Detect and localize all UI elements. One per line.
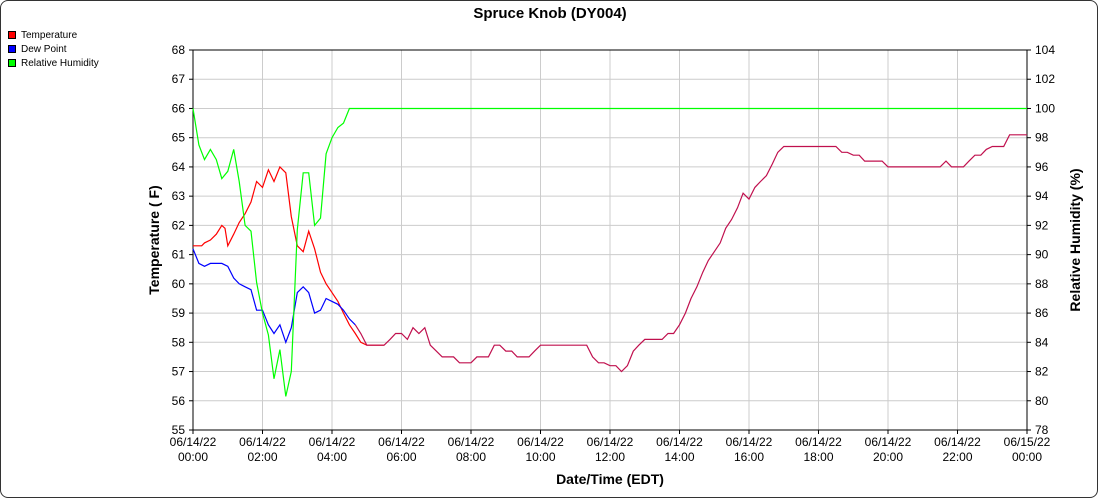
plot-area-border [192, 49, 1028, 431]
x-tick-label-date: 06/14/22 [517, 435, 564, 449]
x-tick-label-time: 18:00 [803, 450, 833, 464]
y-tick-label: 66 [172, 101, 186, 115]
x-tick-label-time: 00:00 [1012, 450, 1042, 464]
y2-tick-label: 94 [1035, 189, 1049, 203]
y2-tick-label: 92 [1035, 218, 1049, 232]
y-tick-label: 62 [172, 218, 186, 232]
y2-tick-label: 96 [1035, 160, 1049, 174]
x-tick-label-time: 08:00 [456, 450, 486, 464]
y-tick-label: 55 [172, 423, 186, 437]
y2-tick-label: 86 [1035, 306, 1049, 320]
x-axis-title: Date/Time (EDT) [556, 471, 664, 487]
y2-axis-title: Relative Humidity (%) [1067, 168, 1083, 311]
x-tick-label-time: 06:00 [386, 450, 416, 464]
x-tick-label-date: 06/14/22 [378, 435, 425, 449]
y-tick-label: 57 [172, 365, 186, 379]
y2-tick-label: 102 [1035, 72, 1055, 86]
y-tick-label: 58 [172, 335, 186, 349]
y2-tick-label: 100 [1035, 101, 1055, 115]
y2-tick-label: 78 [1035, 423, 1049, 437]
x-tick-label-time: 20:00 [873, 450, 903, 464]
y2-tick-label: 98 [1035, 131, 1049, 145]
x-tick-label-date: 06/14/22 [448, 435, 495, 449]
x-tick-label-date: 06/14/22 [726, 435, 773, 449]
legend-label-dew-point: Dew Point [21, 43, 67, 55]
x-tick-label-date: 06/14/22 [309, 435, 356, 449]
y-tick-label: 65 [172, 131, 186, 145]
series-line-relative-humidity [192, 107, 1027, 397]
y2-tick-label: 82 [1035, 365, 1049, 379]
x-tick-label-date: 06/14/22 [239, 435, 286, 449]
y2-tick-label: 88 [1035, 277, 1049, 291]
y2-tick-label: 90 [1035, 248, 1049, 262]
x-tick-label-time: 02:00 [247, 450, 277, 464]
legend-label-relative-humidity: Relative Humidity [21, 57, 99, 69]
legend-item-temperature: Temperature [8, 28, 99, 42]
y-tick-label: 63 [172, 189, 186, 203]
x-tick-label-time: 04:00 [317, 450, 347, 464]
legend-swatch-temperature [8, 31, 16, 39]
x-tick-label-date: 06/14/22 [587, 435, 634, 449]
series-line-dew-point [192, 248, 356, 345]
x-tick-label-time: 00:00 [178, 450, 208, 464]
chart-title: Spruce Knob (DY004) [473, 5, 627, 22]
y-tick-label: 60 [172, 277, 186, 291]
x-tick-label-time: 16:00 [734, 450, 764, 464]
series-line-temperature-dew-point-overlapping [354, 134, 1027, 373]
y-axis-title: Temperature ( F) [146, 185, 162, 294]
y-tick-label: 56 [172, 394, 186, 408]
x-tick-label-time: 10:00 [525, 450, 555, 464]
x-tick-label-time: 22:00 [942, 450, 972, 464]
y-tick-label: 68 [172, 43, 186, 57]
legend: Temperature Dew Point Relative Humidity [8, 28, 99, 70]
x-tick-label-date: 06/14/22 [934, 435, 981, 449]
x-tick-label-time: 14:00 [664, 450, 694, 464]
x-tick-label-time: 12:00 [595, 450, 625, 464]
y-tick-label: 59 [172, 306, 186, 320]
legend-swatch-dew-point [8, 45, 16, 53]
legend-item-dew-point: Dew Point [8, 42, 99, 56]
legend-swatch-relative-humidity [8, 59, 16, 67]
legend-item-relative-humidity: Relative Humidity [8, 56, 99, 70]
legend-label-temperature: Temperature [21, 29, 78, 41]
series-line-temperature [193, 165, 385, 346]
y-tick-label: 61 [172, 248, 186, 262]
x-tick-label-date: 06/14/22 [865, 435, 912, 449]
y-tick-label: 64 [172, 160, 186, 174]
x-tick-label-date: 06/14/22 [656, 435, 703, 449]
y2-tick-label: 84 [1035, 335, 1049, 349]
x-tick-label-date: 06/14/22 [170, 435, 217, 449]
y2-tick-label: 104 [1035, 43, 1055, 57]
x-tick-label-date: 06/15/22 [1004, 435, 1051, 449]
y2-tick-label: 80 [1035, 394, 1049, 408]
x-tick-label-date: 06/14/22 [795, 435, 842, 449]
y-tick-label: 67 [172, 72, 186, 86]
